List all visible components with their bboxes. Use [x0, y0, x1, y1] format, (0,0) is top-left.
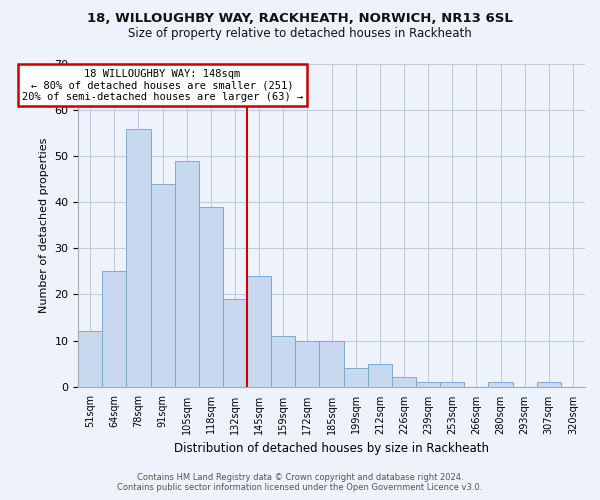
- Bar: [416, 382, 440, 386]
- Bar: [199, 207, 223, 386]
- Bar: [78, 332, 102, 386]
- Bar: [175, 161, 199, 386]
- Bar: [127, 128, 151, 386]
- Bar: [537, 382, 561, 386]
- Text: 18, WILLOUGHBY WAY, RACKHEATH, NORWICH, NR13 6SL: 18, WILLOUGHBY WAY, RACKHEATH, NORWICH, …: [87, 12, 513, 26]
- Bar: [151, 184, 175, 386]
- Bar: [102, 272, 127, 386]
- Bar: [247, 276, 271, 386]
- Bar: [295, 340, 319, 386]
- Bar: [271, 336, 295, 386]
- Text: 18 WILLOUGHBY WAY: 148sqm
← 80% of detached houses are smaller (251)
20% of semi: 18 WILLOUGHBY WAY: 148sqm ← 80% of detac…: [22, 68, 303, 102]
- Bar: [440, 382, 464, 386]
- Bar: [368, 364, 392, 386]
- Bar: [344, 368, 368, 386]
- Bar: [223, 299, 247, 386]
- Bar: [319, 340, 344, 386]
- Bar: [392, 378, 416, 386]
- Text: Size of property relative to detached houses in Rackheath: Size of property relative to detached ho…: [128, 28, 472, 40]
- X-axis label: Distribution of detached houses by size in Rackheath: Distribution of detached houses by size …: [174, 442, 489, 455]
- Bar: [488, 382, 512, 386]
- Text: Contains HM Land Registry data © Crown copyright and database right 2024.
Contai: Contains HM Land Registry data © Crown c…: [118, 473, 482, 492]
- Y-axis label: Number of detached properties: Number of detached properties: [39, 138, 49, 313]
